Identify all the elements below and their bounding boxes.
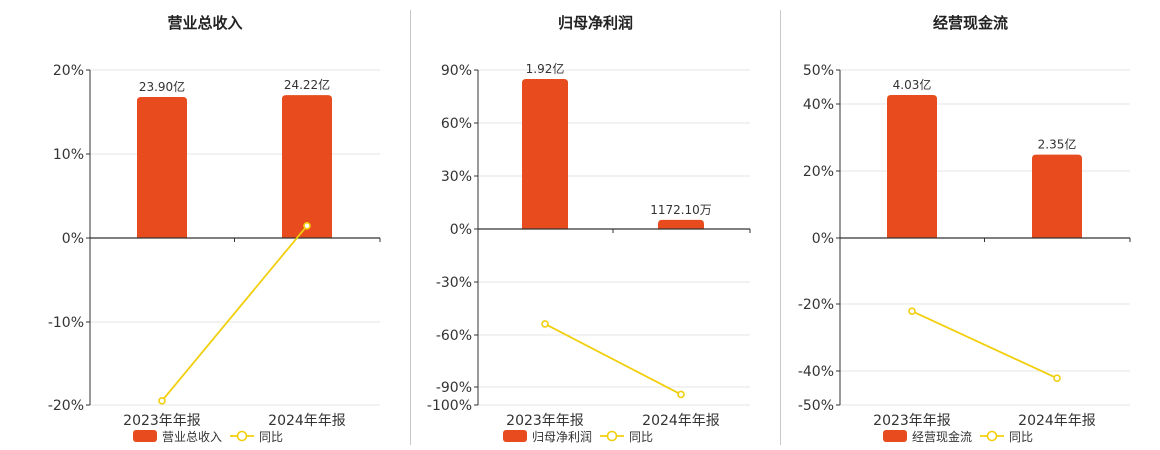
- yoy-point: [1053, 374, 1061, 383]
- legend-line-label: 同比: [1009, 430, 1033, 444]
- y-tick-label: -20%: [798, 297, 834, 313]
- legend-line-label: 同比: [629, 430, 653, 444]
- bar-data-label: 1172.10万: [650, 203, 712, 217]
- bar-data-label: 4.03亿: [893, 77, 932, 92]
- y-tick-label: 90%: [441, 63, 472, 79]
- y-tick-label: 0%: [812, 231, 834, 247]
- yoy-point: [158, 397, 166, 405]
- legend-line-marker: [986, 430, 998, 442]
- legend-bar-swatch: [503, 430, 527, 442]
- bar: [1032, 154, 1082, 238]
- bar: [282, 95, 332, 238]
- yoy-point: [541, 320, 549, 328]
- legend-line-label: 同比: [259, 430, 283, 444]
- chart-title: 经营现金流: [933, 14, 1008, 32]
- y-tick-label: 10%: [53, 147, 84, 163]
- legend-bar-label: 归母净利润: [532, 430, 592, 444]
- bar: [658, 219, 704, 229]
- yoy-line: [544, 323, 682, 396]
- y-tick-label: 0%: [450, 222, 472, 238]
- bar-data-label: 23.90亿: [139, 79, 185, 94]
- legend-bar-label: 营业总收入: [162, 430, 222, 444]
- y-tick-label: 40%: [803, 97, 834, 113]
- y-tick-label: -50%: [798, 398, 834, 414]
- x-category-label: 2024年年报: [642, 413, 720, 429]
- legend-bar-swatch: [133, 430, 157, 442]
- bar: [887, 95, 937, 238]
- bar: [522, 79, 568, 229]
- x-category-label: 2024年年报: [268, 413, 346, 429]
- y-tick-label: -60%: [436, 328, 472, 344]
- x-category-label: 2023年年报: [506, 413, 584, 429]
- y-tick-label: 60%: [441, 116, 472, 132]
- cash-flow-chart: 经营现金流 50% 40% 20% 0% -20% -40% -50% 4.03亿 2.35亿 20…: [798, 14, 1131, 444]
- bar-data-label: 24.22亿: [284, 77, 330, 92]
- y-tick-label: 0%: [62, 231, 84, 247]
- y-tick-label: 20%: [803, 164, 834, 180]
- y-tick-label: -90%: [436, 380, 472, 396]
- y-tick-label: -40%: [798, 364, 834, 380]
- y-tick-label: 30%: [441, 169, 472, 185]
- net-profit-chart: 归母净利润 90% 60% 30% 0% -30% -60% -90% -100% 1.92亿 11…: [427, 14, 751, 444]
- legend-line-marker: [236, 430, 248, 442]
- panel-divider: [780, 10, 781, 445]
- yoy-point: [908, 307, 916, 316]
- yoy-point: [303, 221, 311, 230]
- chart-title: 营业总收入: [167, 14, 242, 32]
- chart-panel-cash-flow: 经营现金流 50% 40% 20% 0% -20% -40% -50% 4.03亿 2.35亿 20…: [781, 0, 1160, 450]
- y-tick-label: -100%: [427, 398, 472, 414]
- bar-data-label: 2.35亿: [1038, 137, 1077, 152]
- revenue-chart: 营业总收入 20% 10% 0% -10% -20% 23.90亿 24.22亿 2023年年报…: [48, 14, 381, 444]
- yoy-line: [911, 310, 1058, 380]
- chart-panel-net-profit: 归母净利润 90% 60% 30% 0% -30% -60% -90% -100% 1.92亿 11…: [411, 0, 780, 450]
- x-category-label: 2023年年报: [123, 413, 201, 429]
- panel-divider: [410, 10, 411, 445]
- yoy-line: [161, 225, 308, 402]
- y-tick-label: 50%: [803, 63, 834, 79]
- chart-panel-revenue: 营业总收入 20% 10% 0% -10% -20% 23.90亿 24.22亿 2023年年报…: [0, 0, 410, 450]
- legend-bar-label: 经营现金流: [912, 429, 972, 444]
- legend-bar-swatch: [883, 430, 907, 442]
- legend-line-marker: [606, 430, 618, 442]
- y-tick-label: 20%: [53, 63, 84, 79]
- yoy-point: [677, 390, 685, 399]
- x-category-label: 2024年年报: [1018, 413, 1096, 429]
- bar: [137, 97, 187, 238]
- chart-title: 归母净利润: [558, 14, 633, 32]
- y-tick-label: -20%: [48, 398, 84, 414]
- y-tick-label: -30%: [436, 275, 472, 291]
- y-tick-label: -10%: [48, 315, 84, 331]
- x-category-label: 2023年年报: [873, 413, 951, 429]
- bar-data-label: 1.92亿: [526, 61, 565, 76]
